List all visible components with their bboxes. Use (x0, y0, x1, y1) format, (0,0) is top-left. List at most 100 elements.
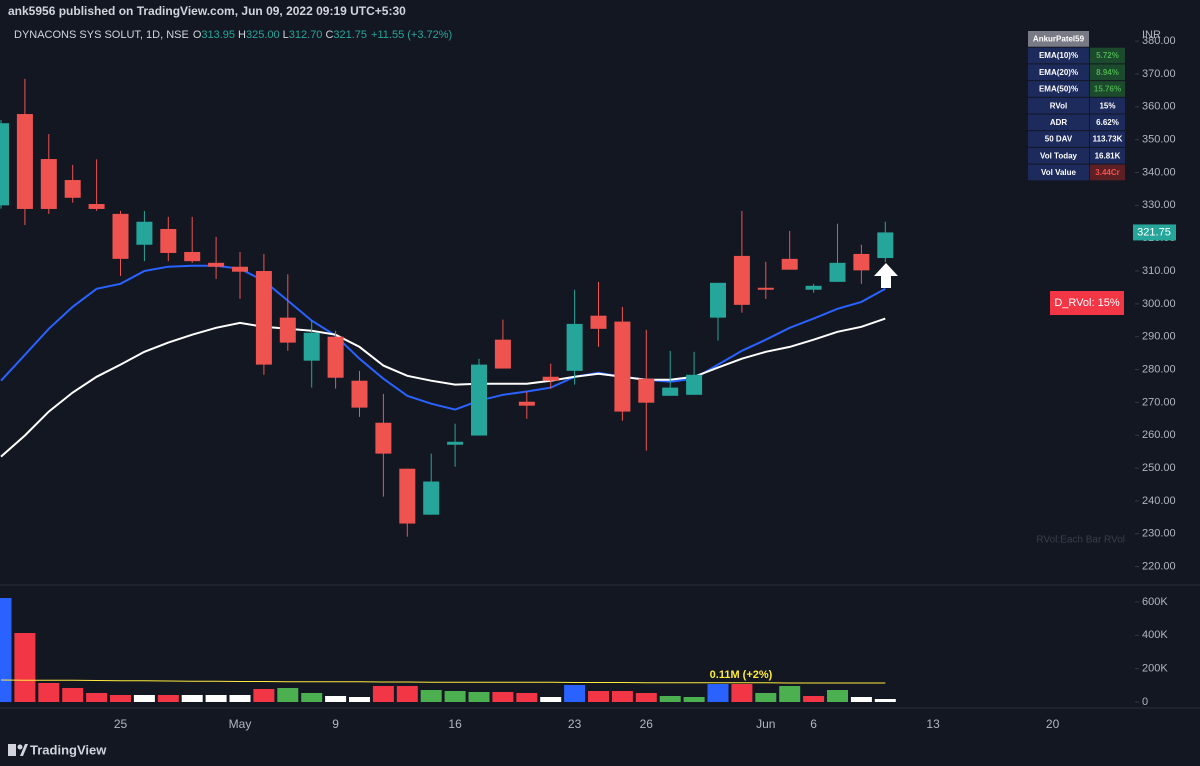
candle-body (590, 315, 607, 329)
table-value-cell (1090, 164, 1125, 181)
volume-bar (110, 695, 131, 702)
last-price-label: 321.75 (1137, 226, 1171, 238)
ema-line (0, 317, 886, 458)
table-label: EMA(10)% (1039, 51, 1078, 60)
y-tick-label: 340.00 (1142, 166, 1176, 178)
table-label: Vol Today (1040, 151, 1078, 160)
volume-bar (325, 696, 347, 702)
ohlc-key: C (325, 29, 333, 41)
candle-body (399, 468, 416, 524)
volume-bar (683, 697, 705, 702)
candle-body (805, 285, 822, 290)
candle-body (88, 204, 105, 209)
volume-bar (420, 690, 442, 702)
y-tick-label: 230.00 (1142, 528, 1176, 540)
candle-body (518, 401, 535, 406)
rvol-box (1050, 291, 1124, 315)
x-tick-label: 25 (114, 717, 128, 731)
table-label-cell (1028, 114, 1089, 131)
candle-body (494, 339, 511, 369)
y-tick-label: 310.00 (1142, 265, 1176, 277)
y-tick-label: 360.00 (1142, 101, 1176, 113)
volume-bar (468, 692, 490, 702)
ohlc-value: 325.00 (246, 29, 280, 41)
table-title-cell (1028, 31, 1089, 47)
symbol: DYNACONS SYS SOLUT, 1D, NSE (14, 29, 189, 41)
candle-body (662, 387, 679, 396)
volume-bar (396, 686, 418, 702)
x-tick-label: 13 (926, 717, 940, 731)
table-value: 5.72% (1096, 51, 1119, 60)
table-value-cell (1090, 47, 1125, 64)
candle-body (710, 282, 726, 318)
x-tick-label: 9 (332, 717, 339, 731)
table-value-cell (1090, 64, 1125, 81)
table-label: RVol (1050, 101, 1067, 110)
volume-bar (133, 695, 155, 702)
y-tick-label: 600K (1142, 596, 1168, 608)
volume-annotation: 0.11M (+2%) (710, 669, 773, 681)
candle-body (255, 271, 272, 365)
volume-bar (372, 686, 394, 702)
candle-body (303, 332, 320, 361)
candle-body (112, 213, 129, 259)
y-tick-label: 280.00 (1142, 363, 1176, 375)
table-value-cell (1090, 147, 1125, 164)
stats-table: AnkurPatel59 EMA(10)% 5.72% EMA(20)% 8.94% EM… (1028, 31, 1125, 181)
symbol-info: DYNACONS SYS SOLUT, 1D, NSE O313.95 H325.0… (14, 29, 452, 41)
volume-bar (516, 693, 538, 702)
volume-bar (755, 693, 777, 702)
y-tick-label: 350.00 (1142, 134, 1176, 146)
volume-bar (157, 695, 179, 702)
volume-bar (827, 690, 848, 702)
y-tick-label: 270.00 (1142, 396, 1176, 408)
candle-body (447, 441, 464, 445)
volume-bar (253, 689, 275, 702)
table-label: EMA(20)% (1039, 68, 1078, 77)
y-tick-label: 0 (1142, 696, 1148, 708)
table-value-cell (1090, 81, 1125, 97)
candle-body (0, 123, 9, 206)
volume-bar (277, 688, 299, 702)
table-value: 3.44Cr (1095, 168, 1119, 177)
table-value-cell (1090, 114, 1125, 131)
candle-body (160, 228, 177, 253)
y-tick-label: 220.00 (1142, 560, 1176, 572)
table-label: 50 DAV (1045, 135, 1073, 144)
volume-bar (611, 691, 633, 702)
x-tick-label: 20 (1046, 717, 1060, 731)
table-value-cell (1090, 97, 1125, 114)
volume-bar (301, 693, 323, 702)
volume-bar (850, 697, 872, 702)
volume-bar (14, 633, 36, 702)
volume-bar (349, 697, 370, 702)
x-tick-label: 26 (640, 717, 654, 731)
y-tick-label: 300.00 (1142, 298, 1176, 310)
candle-body (542, 376, 559, 381)
volume-bar (492, 692, 514, 702)
y-tick-label: 330.00 (1142, 199, 1176, 211)
y-tick-label: 240.00 (1142, 495, 1176, 507)
rvol-note: RVol:Each Bar RVol (1036, 535, 1125, 546)
volume-bar (62, 688, 84, 702)
volume-bar (181, 695, 203, 702)
volume-bar (444, 691, 466, 702)
logo-part (20, 744, 28, 756)
volume-bar (205, 695, 227, 702)
table-label: EMA(50)% (1039, 85, 1078, 94)
y-tick-label: 260.00 (1142, 429, 1176, 441)
ohlc-key: H (238, 29, 246, 41)
candle-body (733, 255, 750, 305)
candle-body (566, 323, 583, 371)
table-label-cell (1028, 47, 1089, 64)
candle-body (279, 317, 296, 343)
table-label: Vol Value (1041, 168, 1077, 177)
volume-bar (86, 693, 108, 702)
x-tick-label: 6 (810, 717, 817, 731)
table-label-cell (1028, 131, 1089, 147)
table-label-cell (1028, 164, 1089, 181)
candle-body (351, 380, 368, 408)
volume-bar (731, 684, 753, 702)
candle-body (232, 266, 248, 272)
